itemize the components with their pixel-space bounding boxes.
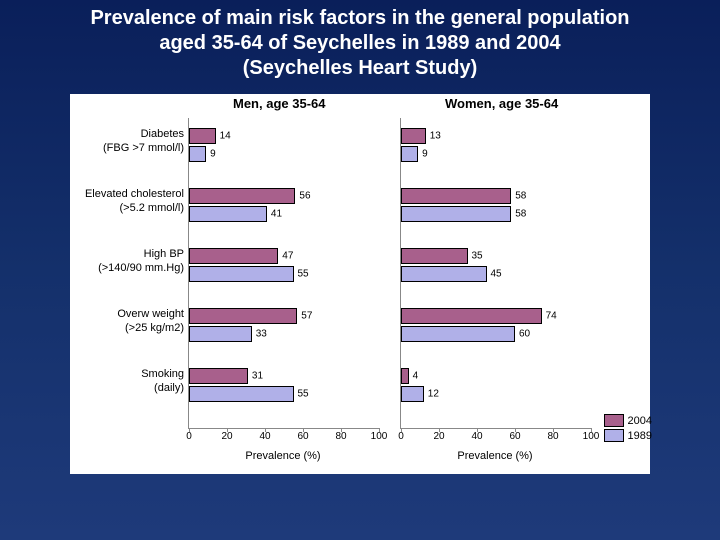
category-label: Overw weight bbox=[70, 308, 184, 321]
bar bbox=[401, 326, 515, 342]
bar-value-label: 74 bbox=[546, 311, 557, 322]
category-label: Elevated cholesterol bbox=[70, 188, 184, 201]
x-tick-label: 0 bbox=[186, 431, 192, 442]
x-tick-label: 40 bbox=[471, 431, 482, 442]
bar bbox=[401, 248, 468, 264]
bar-value-label: 58 bbox=[515, 209, 526, 220]
bar bbox=[189, 266, 294, 282]
bar bbox=[401, 128, 426, 144]
x-axis-label: Prevalence (%) bbox=[245, 450, 320, 462]
category-labels: Diabetes(FBG >7 mmol/l) Elevated choleste… bbox=[70, 118, 188, 428]
category-sublabel: (>5.2 mmol/l) bbox=[70, 202, 184, 215]
title-line-1: Prevalence of main risk factors in the g… bbox=[90, 7, 629, 29]
category-label: Smoking bbox=[70, 368, 184, 381]
bar-value-label: 55 bbox=[298, 389, 309, 400]
bar-value-label: 57 bbox=[301, 311, 312, 322]
x-tick-label: 40 bbox=[259, 431, 270, 442]
x-axis-label: Prevalence (%) bbox=[457, 450, 532, 462]
bar-value-label: 58 bbox=[515, 191, 526, 202]
bar bbox=[189, 146, 206, 162]
x-tick-label: 60 bbox=[297, 431, 308, 442]
bar-value-label: 47 bbox=[282, 251, 293, 262]
bar bbox=[401, 308, 542, 324]
x-tick-label: 80 bbox=[335, 431, 346, 442]
legend-swatch bbox=[604, 429, 624, 442]
bar-value-label: 35 bbox=[472, 251, 483, 262]
bar bbox=[401, 386, 424, 402]
x-tick-label: 100 bbox=[583, 431, 600, 442]
legend-label: 2004 bbox=[628, 415, 652, 427]
bar-value-label: 33 bbox=[256, 329, 267, 340]
bar-value-label: 56 bbox=[299, 191, 310, 202]
legend-item: 1989 bbox=[604, 429, 652, 442]
category-sublabel: (>140/90 mm.Hg) bbox=[70, 262, 184, 275]
x-tick-label: 80 bbox=[547, 431, 558, 442]
legend-label: 1989 bbox=[628, 430, 652, 442]
bar bbox=[401, 368, 409, 384]
legend-swatch bbox=[604, 414, 624, 427]
bar bbox=[401, 188, 511, 204]
category-label: High BP bbox=[70, 248, 184, 261]
category-label: Diabetes bbox=[70, 128, 184, 141]
legend-item: 2004 bbox=[604, 414, 652, 427]
bar bbox=[189, 188, 295, 204]
bar bbox=[189, 248, 278, 264]
bar bbox=[401, 146, 418, 162]
bar-value-label: 45 bbox=[491, 269, 502, 280]
bar-value-label: 41 bbox=[271, 209, 282, 220]
legend: 2004 1989 bbox=[604, 412, 652, 444]
page-title: Prevalence of main risk factors in the g… bbox=[0, 0, 720, 81]
x-tick-label: 60 bbox=[509, 431, 520, 442]
plot-area: 020406080100139585835457460412 bbox=[400, 118, 591, 429]
bar bbox=[189, 128, 216, 144]
bar-value-label: 55 bbox=[298, 269, 309, 280]
plot-area: 0204060801001495641475557333155 bbox=[188, 118, 379, 429]
panel-title: Women, age 35-64 bbox=[445, 96, 558, 111]
bar bbox=[401, 206, 511, 222]
bar-value-label: 4 bbox=[413, 371, 419, 382]
bar bbox=[189, 308, 297, 324]
x-tick-label: 20 bbox=[433, 431, 444, 442]
category-sublabel: (FBG >7 mmol/l) bbox=[70, 142, 184, 155]
bar bbox=[189, 386, 294, 402]
bar bbox=[189, 326, 252, 342]
bar-value-label: 12 bbox=[428, 389, 439, 400]
bar-value-label: 14 bbox=[220, 131, 231, 142]
category-sublabel: (daily) bbox=[70, 382, 184, 395]
title-line-2: aged 35-64 of Seychelles in 1989 and 200… bbox=[159, 32, 560, 54]
bar-value-label: 9 bbox=[210, 149, 216, 160]
bar-value-label: 31 bbox=[252, 371, 263, 382]
category-sublabel: (>25 kg/m2) bbox=[70, 322, 184, 335]
x-tick-label: 20 bbox=[221, 431, 232, 442]
bar bbox=[189, 206, 267, 222]
title-line-3: (Seychelles Heart Study) bbox=[243, 57, 478, 79]
chart-figure: Diabetes(FBG >7 mmol/l) Elevated choleste… bbox=[70, 94, 650, 474]
bar-value-label: 60 bbox=[519, 329, 530, 340]
bar-value-label: 9 bbox=[422, 149, 428, 160]
x-tick-label: 100 bbox=[371, 431, 388, 442]
x-tick-label: 0 bbox=[398, 431, 404, 442]
bar bbox=[189, 368, 248, 384]
panel-title: Men, age 35-64 bbox=[233, 96, 326, 111]
bar-value-label: 13 bbox=[430, 131, 441, 142]
bar bbox=[401, 266, 487, 282]
